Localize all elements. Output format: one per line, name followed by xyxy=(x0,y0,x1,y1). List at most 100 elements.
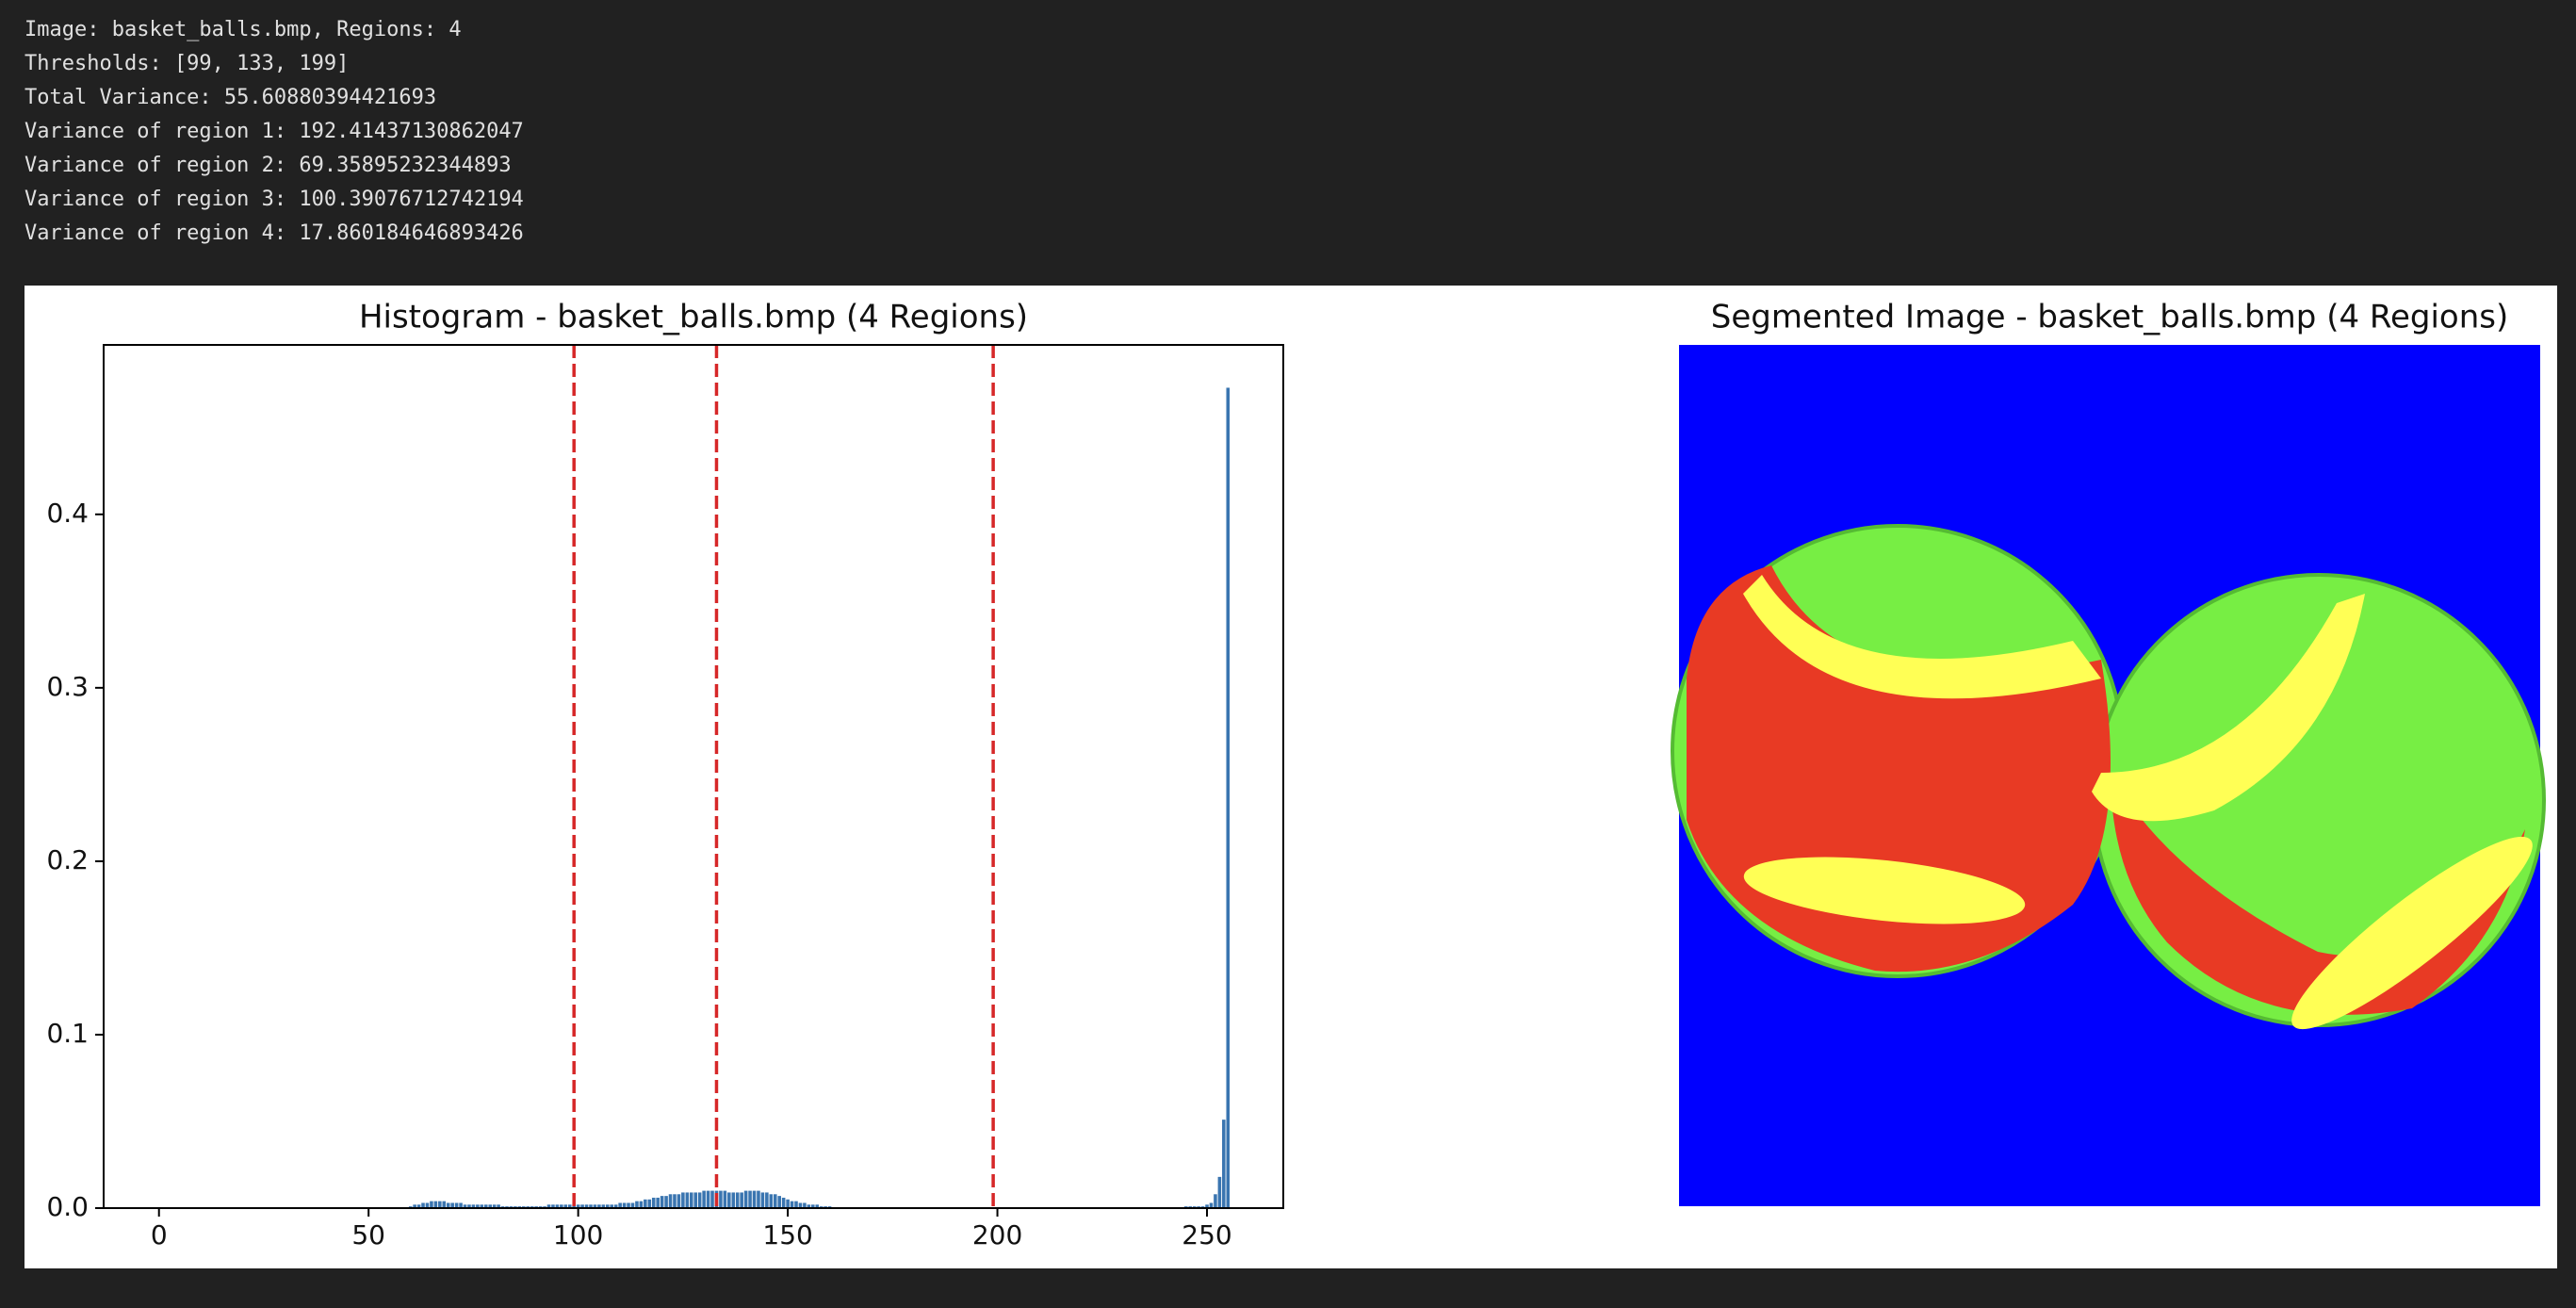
bar xyxy=(584,1204,589,1208)
bar xyxy=(413,1204,416,1208)
bar xyxy=(735,1192,740,1208)
bar xyxy=(651,1197,656,1208)
bar xyxy=(476,1204,480,1208)
bar xyxy=(752,1190,757,1208)
y-tick-label: 0.3 xyxy=(46,671,89,702)
bar xyxy=(710,1190,714,1208)
bar xyxy=(416,1204,421,1208)
bar xyxy=(1205,1204,1209,1208)
bar xyxy=(576,1204,580,1208)
bar xyxy=(1226,387,1231,1209)
output-line: Total Variance: 55.60880394421693 xyxy=(24,86,437,109)
bar xyxy=(673,1194,677,1208)
bar xyxy=(450,1202,454,1208)
bar xyxy=(471,1204,476,1208)
bar xyxy=(693,1192,698,1208)
bar xyxy=(580,1204,584,1208)
bar xyxy=(647,1199,652,1208)
output-line: Thresholds: [99, 133, 199] xyxy=(24,52,350,75)
bar xyxy=(798,1202,803,1208)
x-tick-label: 150 xyxy=(762,1219,812,1251)
bar xyxy=(1222,1120,1226,1208)
bar xyxy=(421,1202,425,1208)
bar xyxy=(743,1190,748,1208)
bar xyxy=(610,1204,614,1208)
segmented-image xyxy=(1671,345,2546,1206)
bar xyxy=(644,1199,647,1208)
output-line: Image: basket_balls.bmp, Regions: 4 xyxy=(24,18,462,41)
x-tick-label: 200 xyxy=(972,1219,1022,1251)
bar xyxy=(769,1194,774,1208)
bar xyxy=(803,1202,807,1208)
y-tick-label: 0.0 xyxy=(46,1191,89,1222)
bar xyxy=(781,1197,786,1208)
bar xyxy=(635,1201,639,1208)
y-tick-label: 0.4 xyxy=(46,498,89,529)
bar xyxy=(815,1204,820,1208)
bar xyxy=(719,1190,723,1208)
image-title: Segmented Image - basket_balls.bmp (4 Re… xyxy=(1711,299,2509,336)
bar xyxy=(546,1204,551,1208)
bar xyxy=(748,1190,752,1208)
x-tick-label: 50 xyxy=(351,1219,385,1251)
bar xyxy=(430,1201,433,1208)
bar xyxy=(757,1190,760,1208)
bar xyxy=(601,1204,606,1208)
bar xyxy=(463,1204,467,1208)
chart-title: Histogram - basket_balls.bmp (4 Regions) xyxy=(359,299,1028,336)
y-tick-label: 0.1 xyxy=(46,1018,89,1049)
bar xyxy=(681,1192,685,1208)
bar xyxy=(685,1192,690,1208)
bar xyxy=(807,1204,811,1208)
bar xyxy=(664,1196,668,1208)
x-tick-label: 250 xyxy=(1182,1219,1231,1251)
bar xyxy=(459,1202,463,1208)
output-text: Image: basket_balls.bmp, Regions: 4 Thres… xyxy=(24,13,524,251)
output-line: Variance of region 3: 100.39076712742194 xyxy=(24,188,524,211)
bar xyxy=(786,1199,790,1208)
bar xyxy=(446,1202,450,1208)
bar xyxy=(488,1204,492,1208)
bar xyxy=(677,1194,681,1208)
bar xyxy=(1209,1202,1214,1208)
axes-frame xyxy=(103,344,1284,1209)
output-line: Variance of region 2: 69.35895232344893 xyxy=(24,154,512,177)
bar xyxy=(773,1194,777,1208)
bar xyxy=(593,1204,597,1208)
bar xyxy=(706,1190,710,1208)
bar xyxy=(727,1192,731,1208)
output-line: Variance of region 1: 192.41437130862047 xyxy=(24,120,524,143)
bar xyxy=(467,1204,471,1208)
bar xyxy=(442,1201,447,1208)
bar xyxy=(1217,1176,1222,1208)
output-line: Variance of region 4: 17.860184646893426 xyxy=(24,221,524,245)
bar xyxy=(560,1204,563,1208)
bar xyxy=(1214,1194,1217,1208)
bar xyxy=(668,1194,673,1208)
bar xyxy=(790,1201,794,1208)
bar xyxy=(731,1192,736,1208)
bar xyxy=(723,1190,727,1208)
bar xyxy=(794,1201,798,1208)
bar xyxy=(765,1192,769,1208)
bar xyxy=(567,1204,572,1208)
bar xyxy=(438,1201,442,1208)
x-tick-label: 100 xyxy=(553,1219,603,1251)
bar xyxy=(606,1204,610,1208)
bar xyxy=(572,1204,576,1208)
bar xyxy=(689,1192,693,1208)
bar xyxy=(639,1201,644,1208)
bar xyxy=(433,1201,438,1208)
bar xyxy=(618,1202,622,1208)
bar xyxy=(492,1204,497,1208)
x-tick-label: 0 xyxy=(151,1219,168,1251)
bar xyxy=(589,1204,593,1208)
bar xyxy=(425,1202,430,1208)
bar xyxy=(656,1197,660,1208)
bar xyxy=(811,1204,815,1208)
bar xyxy=(740,1192,743,1208)
bar xyxy=(697,1192,702,1208)
bar xyxy=(480,1204,484,1208)
